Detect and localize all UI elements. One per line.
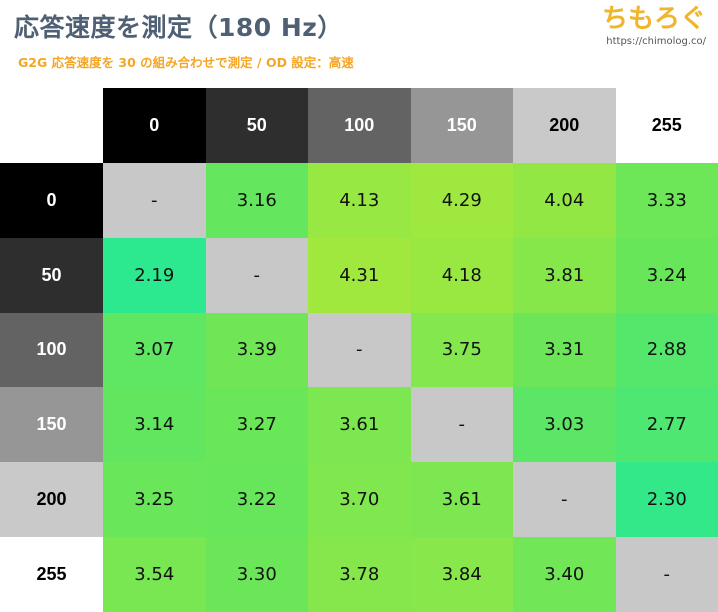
heatmap-cell: 3.30 — [205, 537, 308, 612]
column-header: 0 — [103, 88, 206, 163]
heatmap-cell: 4.29 — [410, 162, 513, 238]
heatmap-cell: 2.19 — [103, 237, 206, 313]
heatmap-cell: 4.18 — [410, 237, 513, 313]
chart-title: 応答速度を測定（180 Hz） — [14, 13, 343, 42]
column-header: 255 — [615, 88, 718, 163]
heatmap-cell: 3.24 — [615, 237, 718, 313]
heatmap-grid: 0 50 100 150 200 255 0-3.16 4.13 4.29 4.04 3.33 50 2… — [0, 88, 718, 612]
heatmap-cell: 3.03 — [513, 387, 616, 463]
site-logo[interactable]: ちもろぐ https://chimolog.co/ — [602, 2, 706, 47]
heatmap-cell: 3.31 — [513, 312, 616, 388]
heatmap-cell: 3.25 — [103, 462, 206, 538]
row-header: 0 — [0, 162, 103, 238]
row-header: 100 — [0, 312, 103, 388]
heatmap-cell: 3.78 — [308, 537, 411, 612]
heatmap-cell-na: - — [410, 387, 513, 463]
heatmap-cell: 2.77 — [615, 387, 718, 463]
heatmap-cell: 3.07 — [103, 312, 206, 388]
heatmap-cell: 3.75 — [410, 312, 513, 388]
heatmap-cell-na: - — [103, 162, 206, 238]
heatmap-cell: 3.27 — [205, 387, 308, 463]
heatmap-cell-na: - — [308, 312, 411, 388]
heatmap-cell: 4.13 — [308, 162, 411, 238]
heatmap-cell: 3.22 — [205, 462, 308, 538]
chart-subtitle: G2G 応答速度を 30 の組み合わせで測定 / OD 設定：高速 — [18, 55, 354, 70]
logo-mark: ちもろぐ — [601, 4, 706, 34]
heatmap-cell: 3.54 — [103, 537, 206, 612]
row-header: 50 — [0, 237, 103, 313]
heatmap-cell: 4.31 — [308, 237, 411, 313]
heatmap-cell: 3.84 — [410, 537, 513, 612]
row-header: 200 — [0, 462, 103, 538]
heatmap-cell: 3.40 — [513, 537, 616, 612]
heatmap-cell: 3.16 — [205, 162, 308, 238]
row-header: 150 — [0, 387, 103, 463]
heatmap-cell-na: - — [615, 537, 718, 612]
heatmap-cell: 3.33 — [615, 162, 718, 238]
heatmap-cell: 3.14 — [103, 387, 206, 463]
heatmap-cell-na: - — [513, 462, 616, 538]
heatmap-cell: 2.88 — [615, 312, 718, 388]
heatmap-cell: 2.30 — [615, 462, 718, 538]
corner-cell — [0, 88, 103, 163]
heatmap-cell: 3.81 — [513, 237, 616, 313]
column-header: 200 — [513, 88, 616, 163]
column-header: 100 — [308, 88, 411, 163]
column-header: 150 — [410, 88, 513, 163]
logo-url: https://chimolog.co/ — [606, 36, 706, 47]
heatmap-cell: 3.39 — [205, 312, 308, 388]
heatmap-cell-na: - — [205, 237, 308, 313]
heatmap-cell: 4.04 — [513, 162, 616, 238]
heatmap-cell: 3.61 — [410, 462, 513, 538]
heatmap-cell: 3.70 — [308, 462, 411, 538]
column-header: 50 — [205, 88, 308, 163]
heatmap-cell: 3.61 — [308, 387, 411, 463]
row-header: 255 — [0, 537, 103, 612]
